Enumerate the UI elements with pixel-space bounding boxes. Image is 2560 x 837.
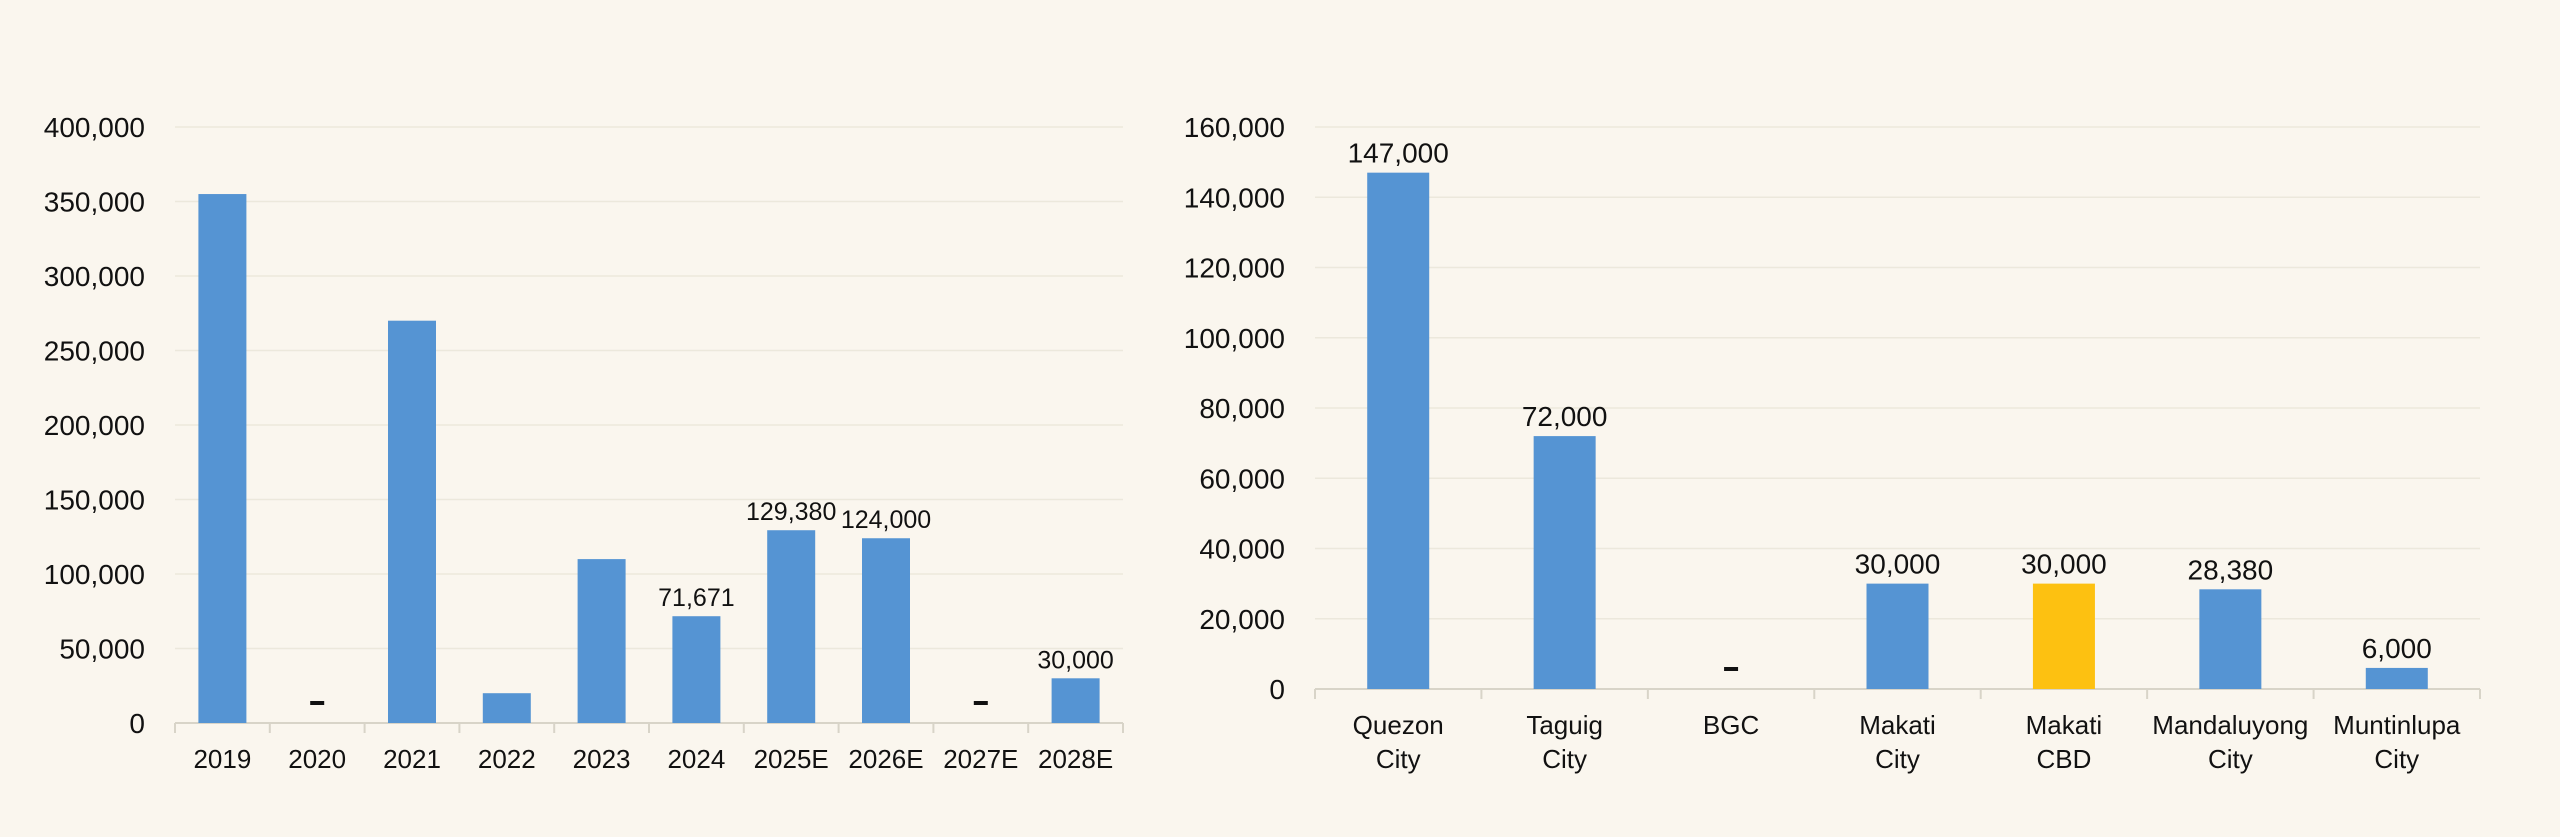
data-label: 30,000 <box>2021 549 2107 580</box>
bar <box>2199 589 2262 689</box>
x-category-label: City <box>1376 744 1421 774</box>
y-tick-label: 200,000 <box>44 410 145 441</box>
bar <box>1866 583 1929 689</box>
y-tick-label: 160,000 <box>1184 112 1285 143</box>
x-category-label: Mandaluyong <box>2152 710 2308 740</box>
x-category-label: Quezon <box>1353 710 1444 740</box>
y-tick-label: 100,000 <box>44 559 145 590</box>
x-category-label: 2023 <box>573 744 631 774</box>
x-category-label: City <box>1542 744 1587 774</box>
data-label: 30,000 <box>1037 646 1113 674</box>
y-tick-label: 80,000 <box>1199 393 1285 424</box>
y-tick-label: 400,000 <box>44 112 145 143</box>
data-label: 6,000 <box>2362 633 2432 664</box>
bar <box>2365 667 2428 689</box>
y-tick-label: 100,000 <box>1184 323 1285 354</box>
x-category-label: BGC <box>1703 710 1759 740</box>
data-label: 147,000 <box>1348 138 1449 169</box>
bar <box>672 616 721 723</box>
data-label: 129,380 <box>746 498 836 526</box>
x-category-label: Makati <box>2026 710 2103 740</box>
bar <box>1533 436 1596 689</box>
bar <box>482 693 531 723</box>
data-label: 72,000 <box>1522 401 1608 432</box>
data-label: 124,000 <box>841 506 931 534</box>
bar <box>862 538 910 723</box>
y-tick-label: 0 <box>129 708 145 739</box>
data-label-dash <box>973 701 988 705</box>
x-category-label: 2027E <box>943 744 1018 774</box>
x-category-label: City <box>2208 744 2253 774</box>
y-tick-label: 140,000 <box>1184 182 1285 213</box>
bar <box>577 559 626 723</box>
y-tick-label: 60,000 <box>1199 463 1285 494</box>
data-label: 71,671 <box>658 584 734 612</box>
x-category-label: 2024 <box>667 744 725 774</box>
bar <box>198 194 247 724</box>
bar <box>1367 172 1430 690</box>
bar <box>767 530 816 723</box>
x-category-label: 2028E <box>1038 744 1113 774</box>
y-tick-label: 50,000 <box>59 634 145 665</box>
data-label-dash <box>310 701 325 705</box>
y-tick-label: 250,000 <box>44 336 145 367</box>
bar <box>388 320 436 723</box>
y-tick-label: 20,000 <box>1199 604 1285 635</box>
y-tick-label: 150,000 <box>44 485 145 516</box>
x-category-label: 2021 <box>383 744 441 774</box>
data-label-dash <box>1724 667 1739 671</box>
x-category-label: Muntinlupa <box>2333 710 2461 740</box>
x-category-label: 2025E <box>754 744 829 774</box>
x-category-label: Taguig <box>1526 710 1603 740</box>
y-tick-label: 120,000 <box>1184 253 1285 284</box>
x-category-label: City <box>2374 744 2419 774</box>
bar <box>2032 583 2095 689</box>
y-tick-label: 300,000 <box>44 261 145 292</box>
x-category-label: Makati <box>1859 710 1936 740</box>
y-tick-label: 0 <box>1269 674 1285 705</box>
bar <box>1051 678 1100 723</box>
x-category-label: 2020 <box>288 744 346 774</box>
x-category-label: 2019 <box>193 744 251 774</box>
x-category-label: 2022 <box>478 744 536 774</box>
x-category-label: 2026E <box>848 744 923 774</box>
data-label: 28,380 <box>2188 554 2274 585</box>
x-category-label: CBD <box>2036 744 2091 774</box>
y-tick-label: 40,000 <box>1199 534 1285 565</box>
y-tick-label: 350,000 <box>44 187 145 218</box>
data-label: 30,000 <box>1855 549 1941 580</box>
x-category-label: City <box>1875 744 1920 774</box>
